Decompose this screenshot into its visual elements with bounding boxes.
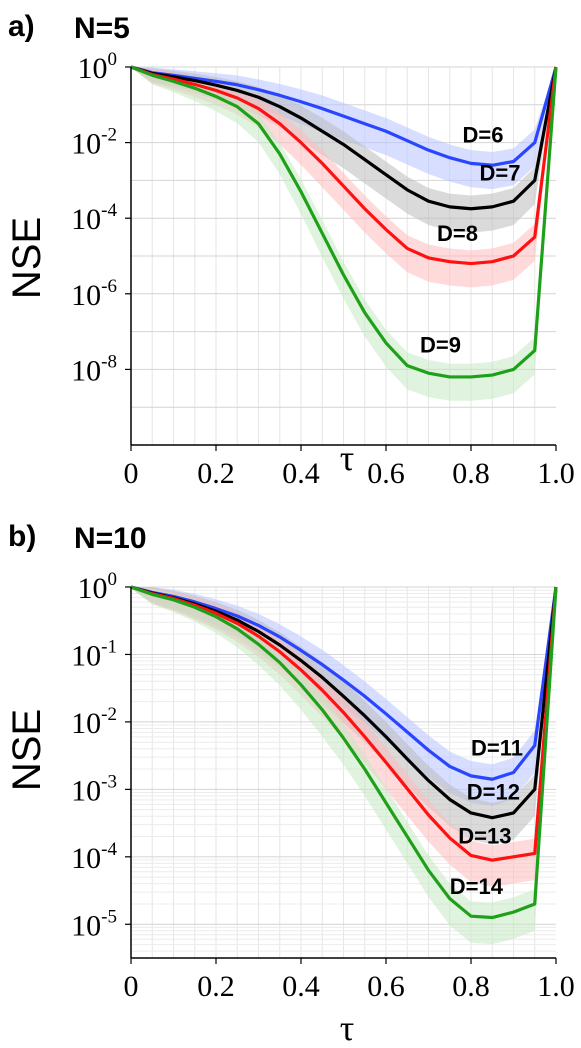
- panel-b-x-axis-label: τ: [340, 1008, 354, 1048]
- series-label: D=12: [467, 779, 520, 804]
- y-tick-label: 10-2: [71, 704, 117, 740]
- panel-b-y-axis-label: NSE: [5, 709, 49, 791]
- x-tick-label: 0.4: [282, 970, 320, 1003]
- y-tick-label: 100: [78, 49, 118, 85]
- panel-a-x-axis-label: τ: [340, 438, 354, 478]
- x-tick-label: 0: [124, 970, 139, 1003]
- y-tick-label: 10-4: [71, 839, 117, 875]
- y-tick-label: 10-3: [71, 771, 117, 807]
- panel-b: b) N=10 0 0.2 0.4 0.6 0.8 1.0 100 10-1 10-2 10-3 1…: [5, 520, 575, 1048]
- series-line-D=9: [130, 65, 558, 379]
- panel-a-title: N=5: [74, 12, 130, 45]
- series-line-D=6: [130, 65, 558, 167]
- x-tick-label: 1.0: [537, 970, 575, 1003]
- series-band-D=14: [131, 587, 556, 945]
- series-line-D=7: [130, 65, 558, 211]
- x-tick-label: 0.8: [452, 457, 490, 490]
- series-line-D=11: [130, 585, 558, 781]
- panel-a-lines: [130, 65, 558, 379]
- panel-b-lines: [130, 585, 558, 920]
- series-label: D=11: [471, 736, 523, 761]
- series-line-D=14: [130, 585, 558, 920]
- x-tick-label: 1.0: [537, 457, 575, 490]
- x-tick-label: 0.2: [197, 457, 235, 490]
- x-tick-label: 0.6: [367, 457, 405, 490]
- y-tick-label: 10-6: [71, 276, 117, 312]
- y-tick-label: 100: [78, 569, 118, 605]
- y-tick-label: 10-1: [71, 636, 117, 672]
- y-tick-label: 10-8: [71, 351, 117, 387]
- x-tick-label: 0: [124, 457, 139, 490]
- panel-b-series-labels: D=11 D=12 D=13 D=14: [450, 736, 523, 899]
- x-tick-label: 0.4: [282, 457, 320, 490]
- series-label: D=7: [480, 160, 521, 185]
- x-tick-label: 0.8: [452, 970, 490, 1003]
- y-tick-label: 10-2: [71, 125, 117, 161]
- panel-a: a) N=5 0 0.2 0.4 0.6 0.8 1.0 100 10-2 10-4 10-6 10…: [5, 10, 575, 490]
- panel-b-title: N=10: [74, 522, 147, 555]
- series-band-D=7: [131, 67, 556, 233]
- panel-b-label: b): [8, 520, 36, 553]
- series-label: D=14: [450, 874, 504, 899]
- series-band-D=8: [131, 67, 556, 288]
- y-tick-label: 10-4: [71, 200, 117, 236]
- series-label: D=9: [420, 332, 461, 357]
- panel-a-y-axis-label: NSE: [5, 217, 49, 299]
- series-label: D=6: [463, 123, 504, 148]
- panel-a-ticks: 0 0.2 0.4 0.6 0.8 1.0 100 10-2 10-4 10-6 10-8: [71, 49, 575, 490]
- panel-a-label: a): [8, 10, 35, 43]
- y-tick-label: 10-5: [71, 906, 117, 942]
- x-tick-label: 0.6: [367, 970, 405, 1003]
- x-tick-label: 0.2: [197, 970, 235, 1003]
- panel-a-series-labels: D=6 D=7 D=8 D=9: [420, 123, 520, 358]
- series-line-D=8: [130, 65, 558, 266]
- series-label: D=8: [437, 221, 478, 246]
- series-line-D=13: [130, 585, 558, 862]
- panel-b-ticks: 0 0.2 0.4 0.6 0.8 1.0 100 10-1 10-2 10-3 10-4 10-5: [71, 569, 575, 1003]
- series-label: D=13: [458, 823, 511, 848]
